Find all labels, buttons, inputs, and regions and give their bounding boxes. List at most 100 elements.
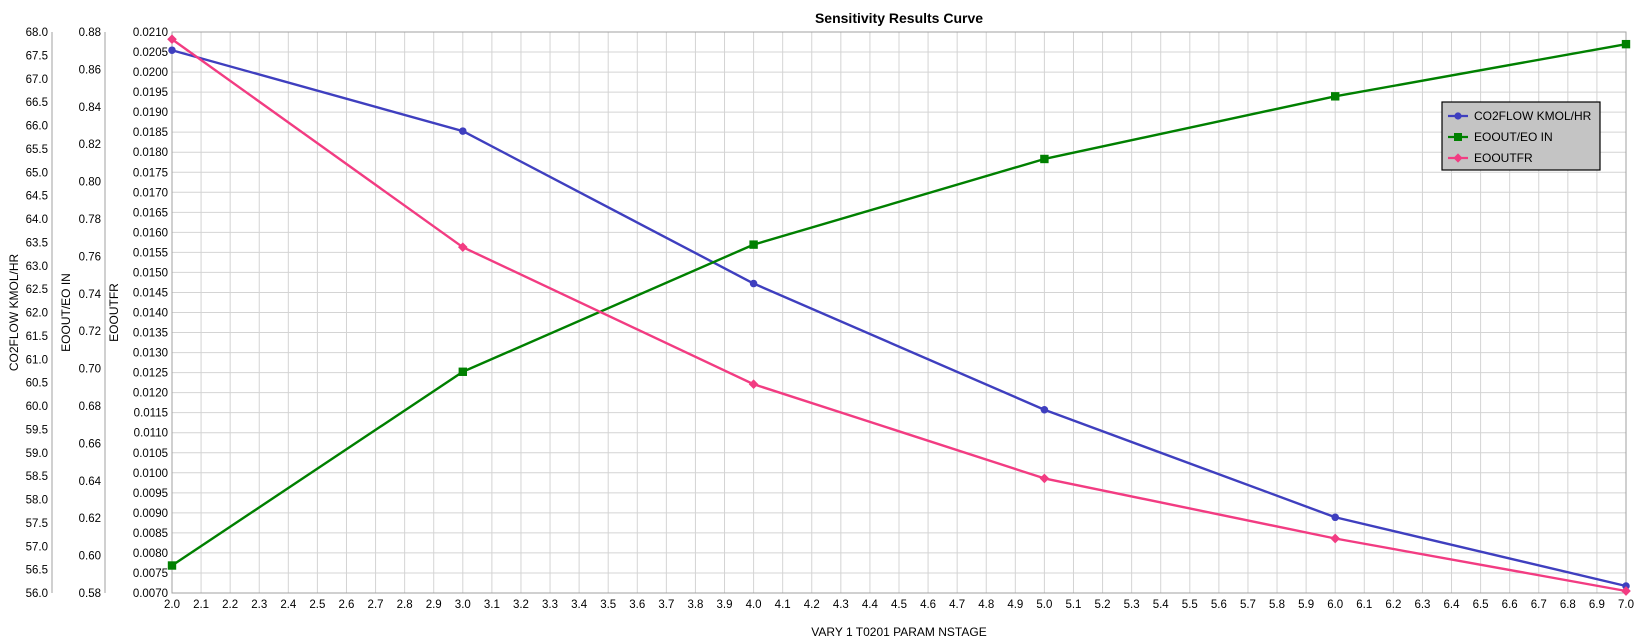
y-tick-label: 0.60 [79, 551, 101, 563]
x-tick-label: 5.8 [1269, 599, 1285, 611]
y-tick-label: 0.66 [79, 438, 101, 450]
x-axis-ticks: 2.0 2.1 2.2 2.3 2.4 2.5 2.6 2.7 2.8 2.9 3.0 3.1 3.2 3… [164, 599, 1634, 611]
legend-box [1441, 101, 1601, 171]
y-tick-label: 0.0075 [133, 568, 168, 580]
y-tick-label: 0.78 [79, 214, 101, 226]
data-point [458, 367, 467, 376]
y-tick-label: 0.88 [79, 27, 101, 39]
y-axis-title: EOOUTFR [107, 283, 121, 342]
y-axis-title: EOOUT/EO IN [59, 273, 73, 352]
y-tick-label: 0.0180 [133, 147, 168, 159]
x-tick-label: 6.5 [1473, 599, 1489, 611]
legend: CO2FLOW KMOL/HR EOOUT/EO IN EOOUTFR [1441, 101, 1601, 171]
x-tick-label: 5.1 [1065, 599, 1081, 611]
y-tick-label: 65.0 [26, 167, 48, 179]
y-axes: 56.0 56.5 57.0 57.5 58.0 58.5 59.0 59.5 60.0 60.5… [7, 27, 173, 600]
y-tick-label: 57.0 [26, 541, 48, 553]
legend-swatch-marker [1454, 133, 1462, 141]
y-tick-label: 0.0090 [133, 508, 168, 520]
x-tick-label: 6.2 [1385, 599, 1401, 611]
x-tick-label: 3.7 [658, 599, 674, 611]
y-tick-label: 56.5 [26, 565, 48, 577]
legend-label: EOOUT/EO IN [1474, 130, 1553, 144]
y-axis-2: 0.58 0.60 0.62 0.64 0.66 0.68 0.70 0.72 0.74 0.76… [59, 27, 106, 600]
series-group [167, 34, 1631, 596]
x-tick-label: 2.9 [426, 599, 442, 611]
y-tick-label: 0.0080 [133, 548, 168, 560]
data-point [1331, 513, 1339, 522]
series-1 [168, 46, 1630, 590]
x-tick-label: 4.8 [978, 599, 994, 611]
y-tick-label: 0.0130 [133, 348, 168, 360]
x-tick-label: 2.6 [338, 599, 354, 611]
x-tick-label: 2.1 [193, 599, 209, 611]
x-tick-label: 5.4 [1153, 599, 1170, 611]
y-tick-label: 58.0 [26, 495, 48, 507]
x-tick-label: 6.7 [1531, 599, 1547, 611]
legend-label: CO2FLOW KMOL/HR [1474, 109, 1592, 123]
y-tick-label: 58.5 [26, 471, 48, 483]
y-tick-label: 0.0210 [133, 27, 168, 39]
y-axis-1: 56.0 56.5 57.0 57.5 58.0 58.5 59.0 59.5 60.0 60.5… [7, 27, 53, 600]
chart-title: Sensitivity Results Curve [815, 10, 983, 26]
x-tick-label: 4.1 [775, 599, 791, 611]
data-point [1621, 39, 1631, 49]
x-tick-label: 4.2 [804, 599, 820, 611]
x-tick-label: 3.5 [600, 599, 616, 611]
data-point [459, 127, 467, 135]
x-axis-title: VARY 1 T0201 PARAM NSTAGE [811, 625, 986, 639]
x-tick-label: 3.0 [455, 599, 471, 611]
data-point [748, 379, 759, 390]
series-line [171, 49, 1627, 588]
y-tick-label: 0.0110 [134, 428, 168, 440]
x-tick-label: 7.0 [1618, 599, 1634, 611]
x-tick-label: 5.7 [1240, 599, 1256, 611]
x-tick-label: 6.1 [1356, 599, 1372, 611]
x-tick-label: 4.0 [746, 599, 762, 611]
data-point [1040, 405, 1049, 414]
series-2 [167, 39, 1631, 570]
data-point [1040, 154, 1049, 164]
x-tick-label: 4.5 [891, 599, 907, 611]
y-tick-label: 63.0 [26, 261, 48, 273]
y-tick-label: 0.0195 [133, 87, 168, 99]
data-point [1330, 533, 1341, 544]
y-tick-label: 67.5 [26, 50, 48, 62]
y-tick-label: 0.0205 [133, 47, 168, 59]
y-tick-label: 62.0 [26, 308, 48, 320]
y-tick-label: 62.5 [26, 284, 48, 296]
y-tick-label: 0.0125 [133, 368, 168, 380]
y-tick-label: 64.0 [26, 214, 48, 226]
legend-swatch-marker [1454, 112, 1462, 120]
series-line [171, 38, 1627, 593]
y-tick-label: 67.0 [26, 74, 48, 86]
y-tick-label: 0.68 [79, 401, 101, 413]
y-tick-label: 0.0185 [133, 127, 168, 139]
y-tick-label: 0.0140 [133, 308, 168, 320]
x-tick-label: 3.6 [629, 599, 645, 611]
x-tick-label: 3.9 [717, 599, 733, 611]
y-tick-label: 59.5 [26, 424, 48, 436]
data-point [168, 46, 176, 55]
y-tick-label: 60.0 [26, 401, 48, 413]
y-tick-label: 0.76 [79, 251, 101, 263]
y-tick-label: 0.0145 [133, 287, 168, 299]
y-tick-label: 59.0 [26, 448, 48, 460]
series-line [171, 42, 1627, 567]
data-point [1331, 92, 1340, 101]
y-tick-label: 63.5 [26, 237, 48, 249]
y-tick-label: 0.70 [79, 364, 101, 376]
legend-label: EOOUTFR [1474, 151, 1533, 165]
y-axis-title: CO2FLOW KMOL/HR [7, 254, 21, 372]
y-tick-label: 0.0200 [133, 67, 168, 79]
x-tick-label: 6.8 [1560, 599, 1576, 611]
y-tick-label: 0.82 [79, 139, 101, 151]
data-point [1622, 582, 1630, 590]
y-tick-label: 0.0135 [133, 328, 168, 340]
y-tick-label: 61.5 [26, 331, 48, 343]
y-tick-label: 0.0160 [133, 227, 168, 239]
data-point [167, 34, 177, 45]
y-tick-label: 0.0150 [133, 267, 168, 279]
y-tick-label: 0.0165 [133, 207, 168, 219]
y-tick-label: 0.0120 [133, 388, 168, 400]
